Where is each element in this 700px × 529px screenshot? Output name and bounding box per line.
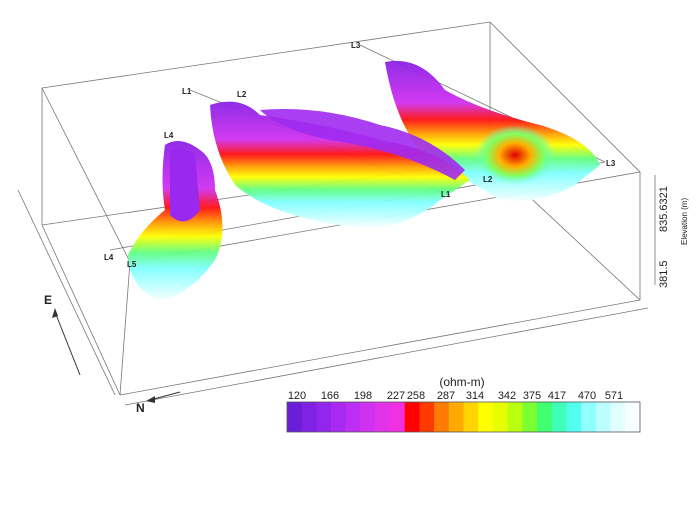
direction-arrows: E N — [44, 293, 181, 415]
colorbar-cell — [448, 402, 464, 432]
colorbar-tick-label: 375 — [523, 390, 541, 402]
colorbar-cell — [331, 402, 347, 432]
colorbar-tick-label: 287 — [437, 390, 455, 402]
line-label: L4 — [164, 131, 174, 140]
elevation-max: 835.6321 — [658, 186, 670, 232]
line-label: L2 — [483, 175, 493, 184]
colorbar-cell — [625, 402, 641, 432]
colorbar-tick-label: 258 — [407, 390, 425, 402]
colorbar-tick-label: 314 — [466, 390, 484, 402]
line-label: L3 — [606, 159, 616, 168]
colorbar-cell — [492, 402, 508, 432]
colorbar-cell — [316, 402, 332, 432]
colorbar-tick-label: 227 — [387, 390, 405, 402]
colorbar-cell — [595, 402, 611, 432]
elevation-title: Elevation (m) — [680, 198, 689, 245]
colorbar-tick-label: 571 — [605, 390, 623, 402]
resistivity-bodies — [128, 60, 600, 300]
colorbar-cell — [581, 402, 597, 432]
colorbar-tick-label: 198 — [354, 390, 372, 402]
colorbar-cell — [522, 402, 538, 432]
colorbar-cell — [389, 402, 405, 432]
colorbar-cell — [610, 402, 626, 432]
line-label: L3 — [351, 41, 361, 50]
colorbar-cell — [287, 402, 303, 432]
line-label: L1 — [182, 87, 192, 96]
colorbar-cell — [507, 402, 523, 432]
colorbar-title: (ohm-m) — [439, 375, 484, 389]
direction-label: E — [44, 293, 52, 307]
colorbar-tick-label: 166 — [321, 390, 339, 402]
colorbar-cell — [434, 402, 450, 432]
elevation-min: 381.5 — [658, 260, 670, 288]
elevation-axis: 835.6321 Elevation (m) 381.5 — [654, 175, 689, 288]
line-label: L4 — [104, 253, 114, 262]
colorbar-cell — [404, 402, 420, 432]
colorbar-tick-label: 470 — [578, 390, 596, 402]
colorbar-cell — [360, 402, 376, 432]
colorbar-cell — [537, 402, 553, 432]
colorbar-cell — [463, 402, 479, 432]
line-label: L5 — [127, 260, 137, 269]
colorbar-cell — [566, 402, 582, 432]
colorbar-tick-label: 120 — [288, 390, 306, 402]
line-label: L2 — [237, 90, 247, 99]
colorbar-tick-label: 342 — [498, 390, 516, 402]
colorbar-cell — [478, 402, 494, 432]
colorbar-cell — [419, 402, 435, 432]
colorbar-frame — [286, 401, 641, 433]
line-labels: L3 L1 L2 L4 L4 L5 L1 L2 L3 — [104, 41, 616, 269]
colorbar-tick-label: 417 — [548, 390, 566, 402]
line-label: L1 — [441, 190, 451, 199]
colorbar-cell — [301, 402, 317, 432]
colorbar-cell — [345, 402, 361, 432]
colorbar: (ohm-m) 120 166 198 227 258 287 314 342 375 417 47… — [286, 375, 641, 433]
colorbar-cell — [375, 402, 391, 432]
colorbar-cell — [551, 402, 567, 432]
direction-label: N — [136, 401, 145, 415]
